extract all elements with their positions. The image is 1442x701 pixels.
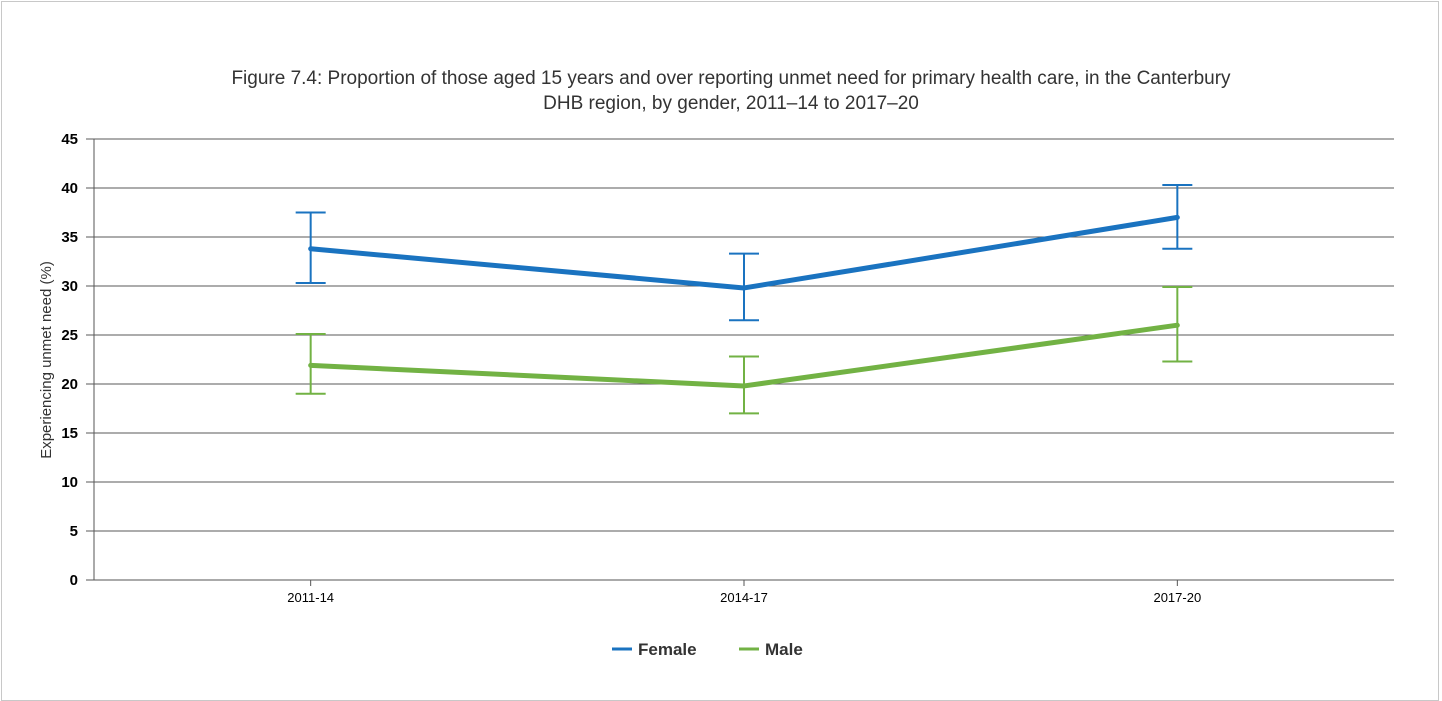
y-tick-label: 40 — [61, 180, 78, 197]
series-line — [308, 214, 1180, 291]
grid-layer — [86, 138, 1394, 586]
y-tick-label: 30 — [61, 278, 78, 295]
x-tick-label: 2014-17 — [720, 590, 768, 605]
x-tick-label: 2017-20 — [1153, 590, 1201, 605]
y-tick-labels: 0 5 10 15 20 25 30 35 40 45 — [61, 131, 78, 589]
legend-label: Male — [765, 640, 803, 659]
y-tick-label: 20 — [61, 376, 78, 393]
legend-item-male[interactable]: Male — [739, 640, 803, 659]
series-male — [295, 285, 1193, 415]
y-tick-label: 0 — [70, 572, 78, 589]
y-tick-label: 35 — [61, 229, 78, 246]
y-tick-label: 45 — [61, 131, 78, 148]
x-tick-labels: 2011-14 2014-17 2017-20 — [287, 590, 1201, 605]
legend-label: Female — [638, 640, 697, 659]
y-tick-label: 15 — [61, 425, 78, 442]
y-tick-label: 5 — [70, 523, 78, 540]
legend[interactable]: Female Male — [612, 640, 803, 659]
y-tick-label: 10 — [61, 474, 78, 491]
y-tick-label: 25 — [61, 327, 78, 344]
series-layer — [295, 184, 1193, 415]
series-line — [308, 322, 1180, 389]
x-tick-label: 2011-14 — [287, 590, 334, 605]
legend-item-female[interactable]: Female — [612, 640, 697, 659]
chart-title-line-1: Figure 7.4: Proportion of those aged 15 … — [231, 68, 1231, 89]
series-female — [295, 184, 1193, 322]
chart-title-line-2: DHB region, by gender, 2011–14 to 2017–2… — [543, 93, 919, 114]
y-axis-title: Experiencing unmet need (%) — [38, 261, 55, 459]
